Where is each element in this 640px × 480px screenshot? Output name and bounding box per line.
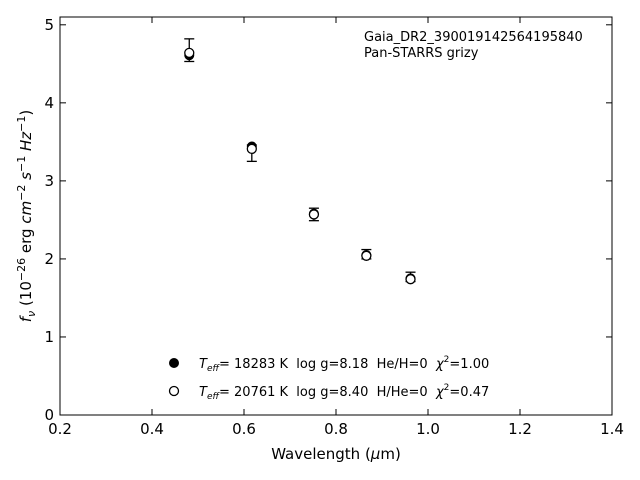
legend-marker-open (168, 385, 180, 397)
annotation-survey: Pan-STARRS grizy (364, 46, 479, 61)
model-point-open (308, 209, 320, 220)
y-tick-label: 4 (44, 94, 54, 112)
x-tick-label: 1.4 (600, 420, 624, 438)
legend-label-model-1: Teff= 18283 K log g=8.18 He/H=0 χ2=1.00 (199, 355, 489, 374)
y-tick-label: 2 (44, 250, 54, 268)
x-tick-label: 1.2 (508, 420, 532, 438)
x-tick-label: 0.2 (48, 420, 72, 438)
x-tick-label: 0.4 (140, 420, 164, 438)
x-axis-label: Wavelength (μm) (271, 445, 401, 463)
y-tick-label: 3 (44, 172, 54, 190)
y-tick-label: 1 (44, 328, 54, 346)
y-axis-ticks: 0 1 2 3 4 5 (44, 16, 612, 424)
y-axis-label: fν (10−26 erg cm−2 s−1 Hz−1) (15, 110, 38, 323)
annotation-source: Gaia_DR2_390019142564195840 (364, 30, 583, 45)
legend-label-model-2: Teff= 20761 K log g=8.40 H/He=0 χ2=0.47 (199, 383, 489, 402)
plot-frame (59, 16, 613, 416)
data-marks (184, 38, 416, 285)
x-tick-label: 1.0 (416, 420, 440, 438)
model-point-open (246, 143, 257, 155)
legend: Teff= 18283 K log g=8.18 He/H=0 χ2=1.00 … (168, 355, 489, 402)
x-axis-ticks: 0.2 0.4 0.6 0.8 1.0 1.2 1.4 (48, 17, 624, 438)
model-point-open (361, 250, 372, 261)
y-tick-label: 5 (44, 16, 54, 34)
model-point-open (184, 47, 195, 59)
x-tick-label: 0.8 (324, 420, 348, 438)
svg-text:fν (10−26 erg cm−2 s−1 Hz−1): fν (10−26 erg cm−2 s−1 Hz−1) (15, 110, 38, 323)
y-tick-label: 0 (44, 406, 54, 424)
legend-marker-filled (169, 358, 179, 368)
x-tick-label: 0.6 (232, 420, 256, 438)
model-point-open (405, 274, 416, 285)
